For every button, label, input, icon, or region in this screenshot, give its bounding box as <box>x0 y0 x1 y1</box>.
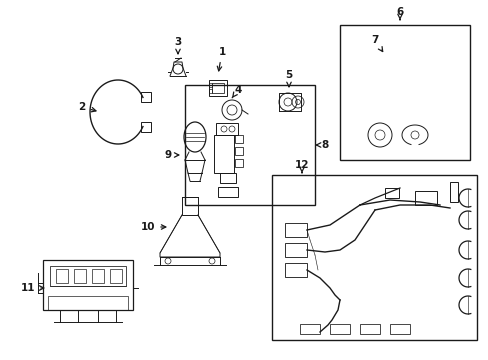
Text: 4: 4 <box>232 85 241 98</box>
Bar <box>56 269 68 283</box>
Bar <box>214 135 234 173</box>
Bar <box>92 269 104 283</box>
Text: 5: 5 <box>285 70 292 87</box>
Bar <box>212 83 224 93</box>
Bar <box>110 269 122 283</box>
Text: 3: 3 <box>174 37 181 54</box>
Bar <box>414 191 436 205</box>
Bar <box>235 135 243 143</box>
Bar <box>220 173 236 183</box>
Bar <box>285 263 306 277</box>
Bar <box>43 260 133 310</box>
Bar <box>329 324 349 334</box>
Bar <box>141 122 151 131</box>
Text: 1: 1 <box>217 47 225 71</box>
Bar <box>48 296 128 310</box>
Bar <box>208 80 226 96</box>
Bar <box>50 266 126 286</box>
Bar <box>299 324 319 334</box>
Bar <box>184 85 314 205</box>
Bar <box>449 182 457 202</box>
Bar <box>285 223 306 237</box>
Bar <box>141 93 151 103</box>
Bar <box>74 269 86 283</box>
Bar <box>182 197 198 215</box>
Bar <box>359 324 379 334</box>
Text: 10: 10 <box>141 222 165 232</box>
Bar <box>235 147 243 155</box>
Bar <box>389 324 409 334</box>
Bar <box>384 188 398 198</box>
Text: 7: 7 <box>370 35 382 51</box>
Text: 8: 8 <box>315 140 328 150</box>
Text: 6: 6 <box>396 7 403 20</box>
Bar <box>208 89 212 93</box>
Text: 11: 11 <box>20 283 44 293</box>
Bar <box>285 243 306 257</box>
Bar <box>271 175 476 340</box>
Bar <box>218 187 238 197</box>
Text: 12: 12 <box>294 160 308 173</box>
Bar <box>339 25 469 160</box>
Bar <box>208 83 212 87</box>
Bar <box>216 123 238 135</box>
Text: 9: 9 <box>164 150 179 160</box>
Bar <box>235 159 243 167</box>
Text: 2: 2 <box>78 102 96 112</box>
